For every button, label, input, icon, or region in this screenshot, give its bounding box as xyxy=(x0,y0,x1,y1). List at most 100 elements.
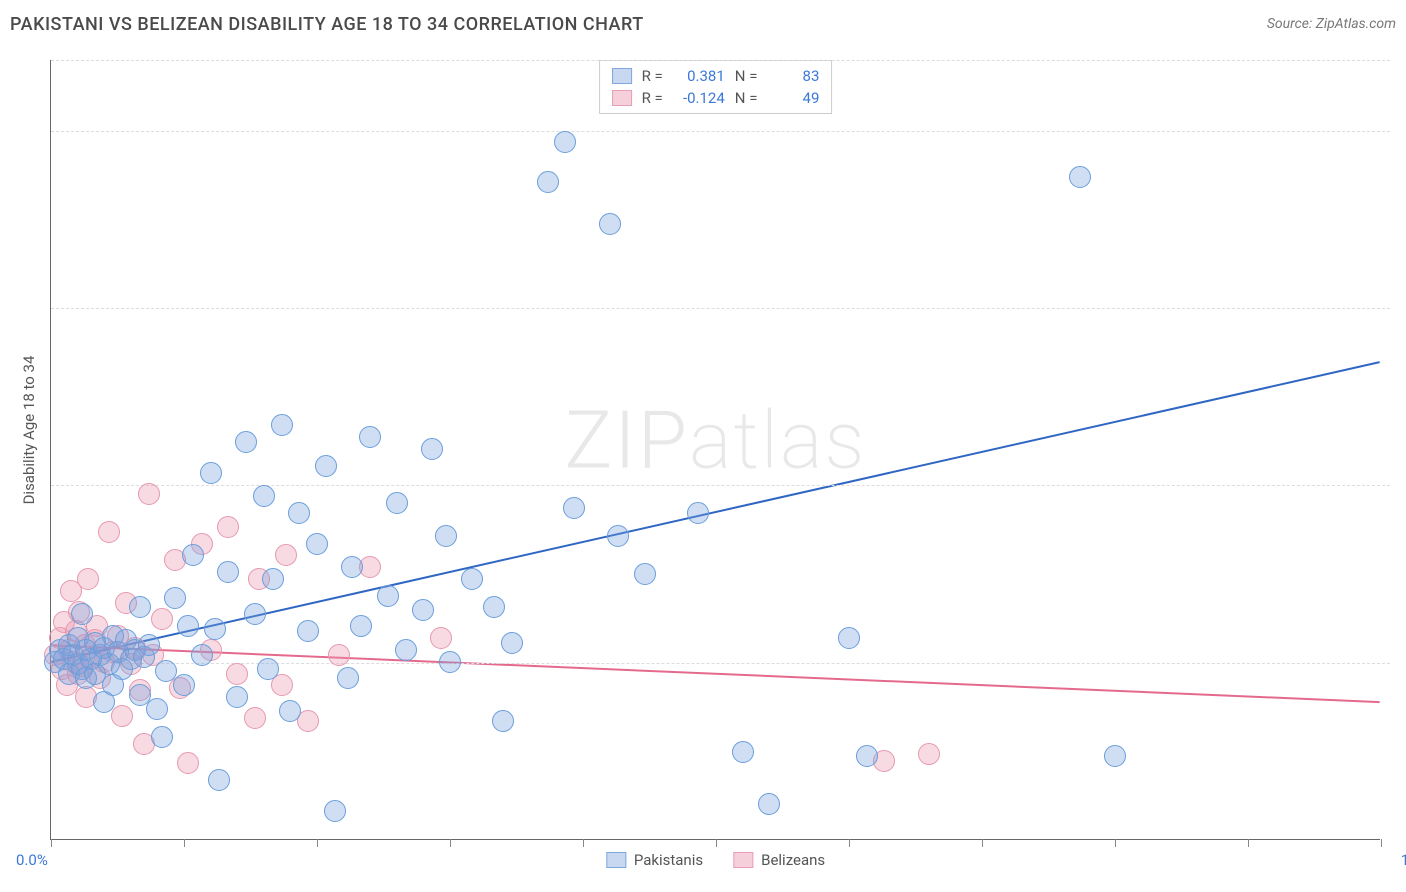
legend-item-belizeans: Belizeans xyxy=(733,851,825,869)
data-point xyxy=(297,620,319,642)
belizeans-swatch-icon xyxy=(612,90,632,106)
n-label: N = xyxy=(735,89,758,107)
data-point xyxy=(226,663,248,685)
data-point xyxy=(182,544,204,566)
belizeans-label: Belizeans xyxy=(761,851,825,869)
data-point xyxy=(164,587,186,609)
data-point xyxy=(634,563,656,585)
data-point xyxy=(856,745,878,767)
data-point xyxy=(306,533,328,555)
data-point xyxy=(918,743,940,765)
x-tick xyxy=(184,839,185,847)
data-point xyxy=(204,618,226,640)
data-point xyxy=(138,634,160,656)
data-point xyxy=(217,516,239,538)
x-tick xyxy=(583,839,584,847)
legend-stats-row-1: R = 0.381 N = 83 xyxy=(600,65,832,87)
data-point xyxy=(217,561,239,583)
chart-title: PAKISTANI VS BELIZEAN DISABILITY AGE 18 … xyxy=(10,14,644,35)
data-point xyxy=(275,544,297,566)
data-point xyxy=(386,492,408,514)
chart-area: ZIPatlas R = 0.381 N = 83 R = -0.124 N =… xyxy=(50,60,1380,840)
data-point xyxy=(435,525,457,547)
data-point xyxy=(1104,745,1126,767)
data-point xyxy=(151,608,173,630)
data-point xyxy=(328,644,350,666)
data-point xyxy=(377,585,399,607)
chart-container: PAKISTANI VS BELIZEAN DISABILITY AGE 18 … xyxy=(0,0,1406,892)
grid-line xyxy=(51,60,1390,61)
x-tick xyxy=(1381,839,1382,847)
watermark-bold: ZIP xyxy=(564,393,688,487)
data-point xyxy=(483,596,505,618)
data-point xyxy=(687,502,709,524)
pakistanis-swatch-icon xyxy=(612,68,632,84)
data-point xyxy=(421,438,443,460)
pakistanis-n-value: 83 xyxy=(767,67,819,85)
pakistanis-swatch-icon xyxy=(606,852,626,868)
data-point xyxy=(341,556,363,578)
data-point xyxy=(111,705,133,727)
belizeans-n-value: 49 xyxy=(767,89,819,107)
data-point xyxy=(758,793,780,815)
grid-line xyxy=(51,308,1390,309)
x-tick xyxy=(849,839,850,847)
pakistanis-label: Pakistanis xyxy=(634,851,703,869)
data-point xyxy=(129,596,151,618)
pakistanis-r-value: 0.381 xyxy=(673,67,725,85)
data-point xyxy=(244,603,266,625)
legend-stats-row-2: R = -0.124 N = 49 xyxy=(600,87,832,109)
data-point xyxy=(151,726,173,748)
data-point xyxy=(279,700,301,722)
data-point xyxy=(838,627,860,649)
data-point xyxy=(315,455,337,477)
grid-line xyxy=(51,663,1390,664)
x-tick xyxy=(982,839,983,847)
r-label: R = xyxy=(642,67,663,85)
x-tick xyxy=(450,839,451,847)
data-point xyxy=(253,485,275,507)
legend-item-pakistanis: Pakistanis xyxy=(606,851,703,869)
data-point xyxy=(439,651,461,673)
data-point xyxy=(288,502,310,524)
data-point xyxy=(359,426,381,448)
grid-line xyxy=(51,131,1390,132)
data-point xyxy=(262,568,284,590)
data-point xyxy=(244,707,266,729)
data-point xyxy=(412,599,434,621)
data-point xyxy=(226,686,248,708)
belizeans-r-value: -0.124 xyxy=(673,89,725,107)
data-point xyxy=(200,462,222,484)
trend-line xyxy=(51,645,1379,702)
data-point xyxy=(146,698,168,720)
data-point xyxy=(492,710,514,732)
data-point xyxy=(173,674,195,696)
data-point xyxy=(337,667,359,689)
data-point xyxy=(77,568,99,590)
data-point xyxy=(138,483,160,505)
legend-bottom: Pakistanis Belizeans xyxy=(606,851,825,869)
y-axis-title: Disability Age 18 to 34 xyxy=(20,356,38,505)
data-point xyxy=(271,414,293,436)
source-label: Source: ZipAtlas.com xyxy=(1267,16,1396,32)
data-point xyxy=(461,568,483,590)
data-point xyxy=(1069,166,1091,188)
data-point xyxy=(98,521,120,543)
x-tick xyxy=(1248,839,1249,847)
x-tick xyxy=(716,839,717,847)
data-point xyxy=(501,632,523,654)
grid-line xyxy=(51,485,1390,486)
data-point xyxy=(607,525,629,547)
data-point xyxy=(732,741,754,763)
r-label: R = xyxy=(642,89,663,107)
x-tick-label: 15.0% xyxy=(1401,851,1406,869)
data-point xyxy=(350,615,372,637)
data-point xyxy=(324,800,346,822)
data-point xyxy=(235,431,257,453)
data-point xyxy=(537,171,559,193)
data-point xyxy=(563,497,585,519)
belizeans-swatch-icon xyxy=(733,852,753,868)
data-point xyxy=(177,752,199,774)
watermark-thin: atlas xyxy=(689,393,867,487)
data-point xyxy=(395,639,417,661)
